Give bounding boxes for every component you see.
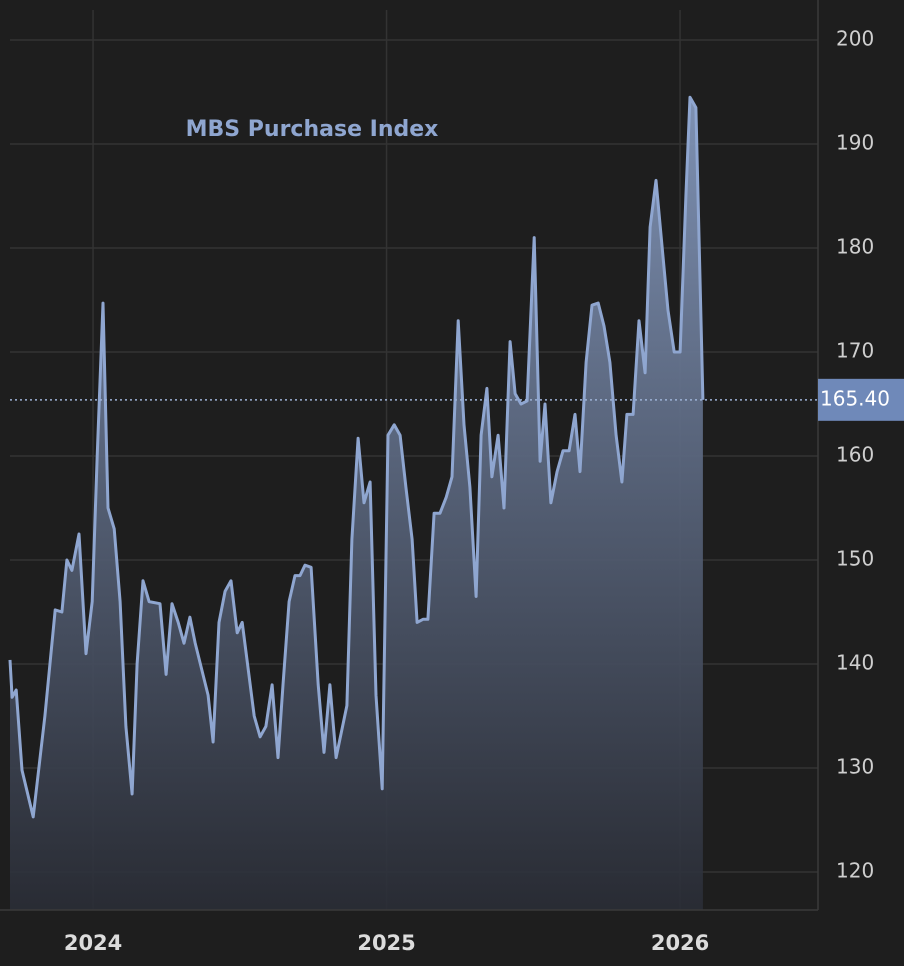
x-tick-label: 2024 bbox=[64, 931, 122, 955]
y-tick-label: 120 bbox=[836, 859, 874, 883]
y-tick-label: 190 bbox=[836, 130, 874, 154]
line bbox=[8, 95, 705, 819]
x-tick-label: 2025 bbox=[357, 931, 415, 955]
area bbox=[10, 97, 703, 910]
x-tick-label: 2026 bbox=[651, 931, 709, 955]
y-tick-label: 180 bbox=[836, 234, 874, 258]
y-tick-label: 130 bbox=[836, 755, 874, 779]
series-label: MBS Purchase Index bbox=[186, 117, 439, 142]
last-value-box bbox=[818, 378, 904, 421]
y-tick-label: 150 bbox=[836, 547, 874, 571]
y-tick-label: 140 bbox=[836, 651, 874, 675]
y-tick-label: 200 bbox=[836, 26, 874, 50]
y-tick-label: 160 bbox=[836, 442, 874, 466]
y-tick-label: 170 bbox=[836, 338, 874, 362]
last-value-label: 165.40 bbox=[820, 386, 890, 410]
